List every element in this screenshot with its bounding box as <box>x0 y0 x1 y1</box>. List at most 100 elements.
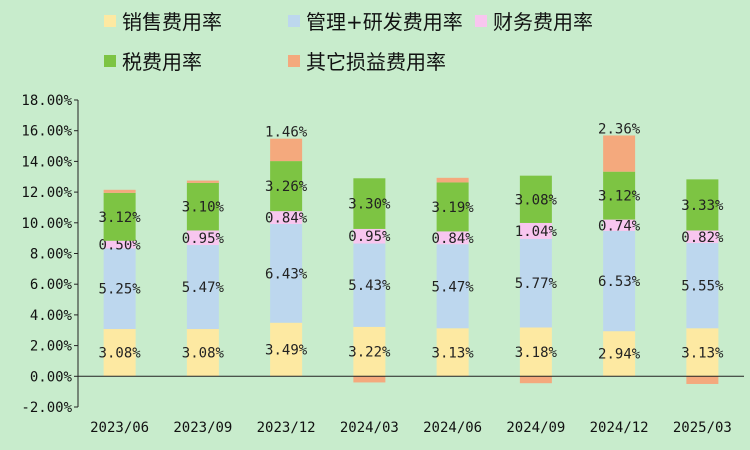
bar-segment <box>353 228 386 244</box>
legend-swatch-tax <box>104 54 116 67</box>
bar-segment <box>519 175 552 223</box>
bar-segment <box>103 192 136 241</box>
bar-segment <box>103 240 136 249</box>
bar-segment <box>353 376 386 383</box>
data-label: 3.10% <box>182 200 225 216</box>
data-label: 0.50% <box>99 238 142 254</box>
legend-label-finance: 财务费用率 <box>493 10 593 34</box>
data-label: 0.84% <box>432 231 475 247</box>
data-label: 5.47% <box>182 280 225 296</box>
y-tick-label: 14.00% <box>21 154 72 170</box>
bar-segment <box>436 182 469 232</box>
legend-label-tax: 税费用率 <box>122 50 202 74</box>
data-label: 3.08% <box>182 346 225 362</box>
legend-swatch-other <box>288 54 300 67</box>
data-label: 3.08% <box>515 192 558 208</box>
bar-segment <box>436 231 469 245</box>
bar-segment <box>603 331 636 377</box>
data-label: 5.47% <box>432 279 475 295</box>
data-label: 3.18% <box>515 345 558 361</box>
data-label: 3.12% <box>598 189 641 205</box>
legend-label-sales: 销售费用率 <box>122 10 222 34</box>
data-label: 2.94% <box>598 347 641 363</box>
bar-segment <box>686 230 719 244</box>
bar-segment <box>686 328 719 377</box>
bar-segment <box>270 224 303 323</box>
bar-segment <box>603 219 636 231</box>
y-tick-label: 2.00% <box>30 339 73 355</box>
y-tick-label: 10.00% <box>21 216 72 232</box>
legend-item-tax: 税费用率 <box>104 46 202 75</box>
data-label: 3.12% <box>99 210 142 226</box>
legend-item-other: 其它损益费用率 <box>288 46 446 75</box>
data-label: 3.13% <box>681 345 724 361</box>
bar-segment <box>103 329 136 377</box>
bar-segment <box>186 329 219 377</box>
bar-segment <box>186 230 219 246</box>
bar-segment <box>270 138 303 162</box>
bar-segment <box>519 327 552 377</box>
legend-swatch-finance <box>475 14 487 27</box>
data-label: 3.30% <box>348 197 391 213</box>
bar-segment <box>353 178 386 229</box>
data-label: 0.95% <box>348 229 391 245</box>
legend-item-sales: 销售费用率 <box>104 6 222 35</box>
y-tick-label: 0.00% <box>30 369 73 385</box>
data-label: 3.33% <box>681 198 724 214</box>
bar-segment <box>270 322 303 377</box>
data-label: 0.84% <box>265 211 308 227</box>
x-tick-label: 2024/12 <box>590 420 649 436</box>
bar-segment <box>519 222 552 239</box>
bar-segment <box>519 238 552 328</box>
data-label: 6.53% <box>598 274 641 290</box>
bar-segment <box>603 171 636 220</box>
legend-label-other: 其它损益费用率 <box>306 50 446 74</box>
y-tick-label: 6.00% <box>30 277 73 293</box>
data-label: 0.82% <box>681 230 724 246</box>
bar-segment <box>436 177 469 183</box>
y-tick-label: -2.00% <box>21 400 72 416</box>
bar-segment <box>519 376 552 384</box>
bar-segment <box>686 376 719 384</box>
x-tick-label: 2023/12 <box>257 420 316 436</box>
bar-segment <box>686 243 719 329</box>
data-label: 0.74% <box>598 218 641 234</box>
data-label: 5.55% <box>681 279 724 295</box>
bar-segment <box>270 161 303 212</box>
x-tick-label: 2023/09 <box>173 420 232 436</box>
data-label: 0.95% <box>182 231 225 247</box>
legend-item-admin-rd: 管理+研发费用率 <box>288 6 463 35</box>
data-label: 1.04% <box>515 224 558 240</box>
y-tick-label: 18.00% <box>21 93 72 109</box>
x-tick-label: 2024/03 <box>340 420 399 436</box>
bar-segment <box>353 243 386 327</box>
bar-segment <box>353 326 386 377</box>
bar-segment <box>186 182 219 231</box>
bar-segment <box>103 189 136 193</box>
data-label: 3.22% <box>348 345 391 361</box>
bar-segment <box>436 244 469 329</box>
data-label: 6.43% <box>265 266 308 282</box>
bar-segment <box>186 180 219 183</box>
bar-segment <box>186 245 219 330</box>
data-label: 2.36% <box>598 121 641 137</box>
data-label: 3.19% <box>432 200 475 216</box>
bar-segment <box>603 135 636 172</box>
data-label: 3.26% <box>265 179 308 195</box>
bar-segment <box>103 248 136 330</box>
data-label: 5.43% <box>348 278 391 294</box>
y-tick-label: 16.00% <box>21 124 72 140</box>
x-tick-label: 2023/06 <box>90 420 149 436</box>
legend: 销售费用率 管理+研发费用率 财务费用率 税费用率 其它损益费用率 <box>0 0 750 80</box>
data-label: 5.25% <box>99 282 142 298</box>
legend-item-finance: 财务费用率 <box>475 6 593 35</box>
data-label: 3.08% <box>99 346 142 362</box>
bar-segment <box>603 230 636 332</box>
x-tick-label: 2025/03 <box>673 420 732 436</box>
data-label: 3.49% <box>265 343 308 359</box>
data-label: 5.77% <box>515 276 558 292</box>
x-tick-label: 2024/09 <box>506 420 565 436</box>
data-label: 1.46% <box>265 125 308 141</box>
